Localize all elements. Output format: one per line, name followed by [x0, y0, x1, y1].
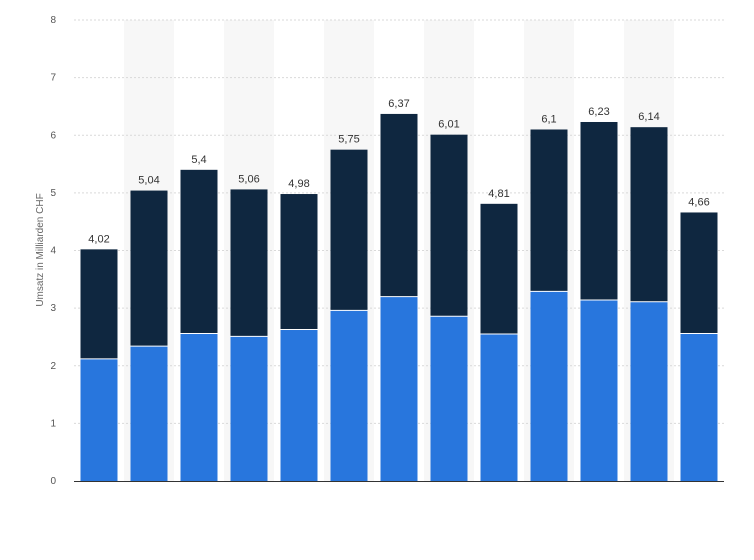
bar-segment-upper	[380, 113, 418, 297]
y-tick-label: 3	[50, 303, 56, 314]
data-label: 6,01	[438, 119, 459, 131]
y-tick-label: 7	[50, 73, 56, 84]
data-label: 5,75	[338, 134, 359, 146]
bar-segment-lower	[380, 296, 418, 481]
bar-segment-upper	[430, 134, 468, 317]
y-tick-label: 0	[50, 476, 56, 487]
bar-segment-upper	[480, 203, 518, 335]
data-label: 4,81	[488, 188, 509, 200]
bar-segment-lower	[480, 334, 518, 481]
bar-segment-lower	[330, 310, 368, 481]
y-tick-label: 1	[50, 418, 56, 429]
data-label: 4,98	[288, 178, 309, 190]
bar-segment-upper	[630, 127, 668, 302]
data-label: 5,04	[138, 175, 159, 187]
y-axis-label: Umsatz in Milliarden CHF	[35, 193, 46, 306]
bar-segment-upper	[230, 189, 268, 337]
bar-segment-upper	[180, 169, 218, 334]
bar-segment-lower	[230, 336, 268, 481]
bar-segment-upper	[680, 212, 718, 334]
data-label: 6,37	[388, 98, 409, 110]
bar-segment-lower	[280, 329, 318, 481]
y-tick-label: 2	[50, 361, 56, 372]
bar-segment-upper	[330, 149, 368, 311]
bar-segment-upper	[130, 190, 168, 347]
data-label: 6,1	[541, 113, 556, 125]
data-label: 6,14	[638, 111, 659, 123]
y-tick-label: 6	[50, 130, 56, 141]
bar-segment-lower	[680, 333, 718, 481]
bar-segment-lower	[530, 291, 568, 481]
bar-segment-upper	[580, 121, 618, 301]
data-label: 5,06	[238, 173, 259, 185]
y-tick-label: 4	[50, 246, 56, 257]
bar-segment-lower	[130, 346, 168, 481]
bar-segment-lower	[630, 301, 668, 481]
bar-segment-lower	[180, 333, 218, 481]
y-tick-label: 5	[50, 188, 56, 199]
data-label: 4,66	[688, 196, 709, 208]
bar-segment-lower	[430, 316, 468, 481]
data-labels: 4,02 5,04 5,4 5,06 4,98 5,75 6,37 6,01 4,81 6,1 6,…	[88, 98, 709, 245]
bar-segment-upper	[280, 194, 318, 330]
bar-segment-upper	[80, 249, 118, 359]
data-label: 5,4	[191, 154, 206, 166]
bars	[80, 113, 718, 481]
y-tick-label: 8	[50, 15, 56, 26]
data-label: 6,23	[588, 106, 609, 118]
y-axis-ticks: 0 1 2 3 4 5 6 7 8	[50, 15, 56, 487]
bar-segment-lower	[80, 358, 118, 481]
bar-segment-upper	[530, 129, 568, 292]
bar-segment-lower	[580, 300, 618, 481]
data-label: 4,02	[88, 233, 109, 245]
